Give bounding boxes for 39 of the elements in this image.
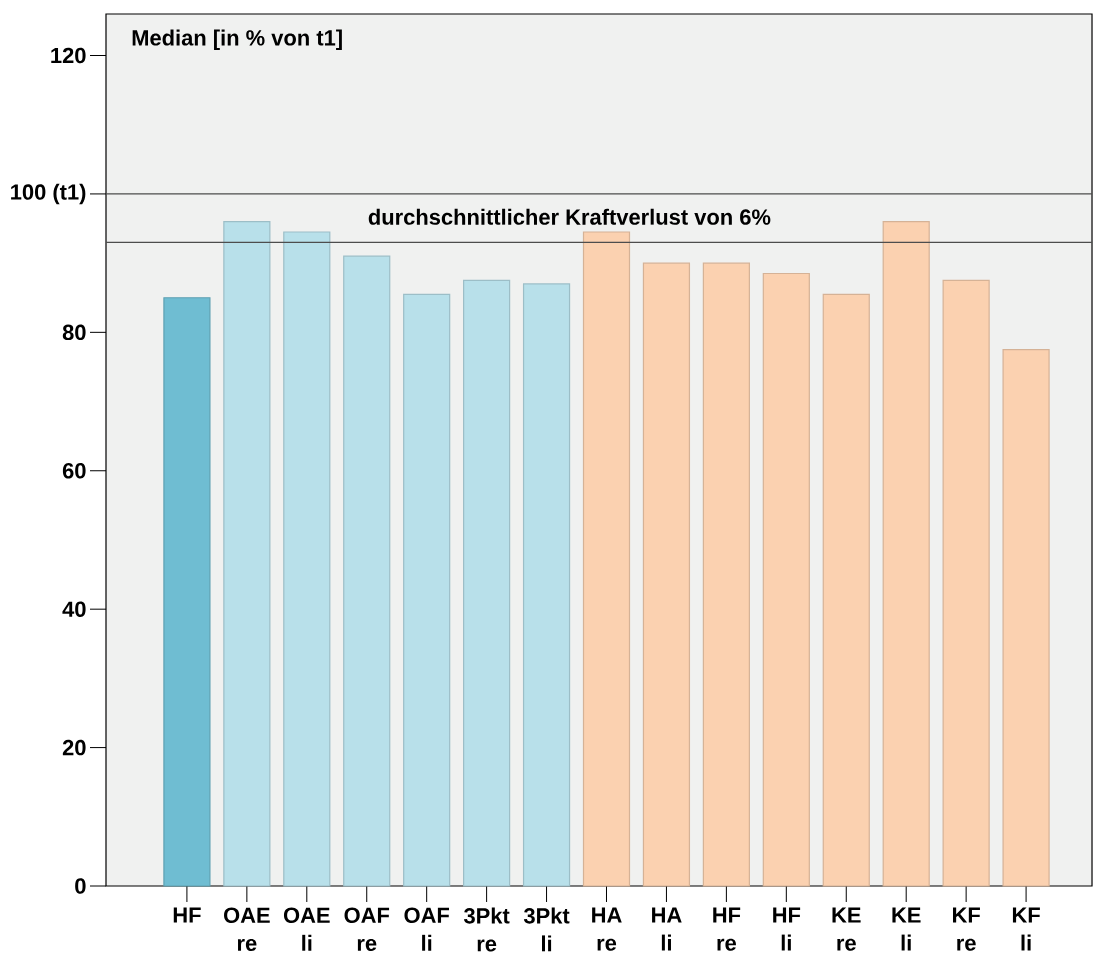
x-tick-label: HF li <box>773 907 801 951</box>
y-tick-label: 40 <box>62 601 86 617</box>
ref-line-label: durchschnittlicher Kraftverlust von 6% <box>368 208 771 225</box>
x-tick-label: HF re <box>713 907 741 951</box>
bar <box>223 221 271 887</box>
bar <box>942 279 990 887</box>
y-tick-label: 80 <box>62 324 86 341</box>
y-tick-label: 120 <box>51 47 86 64</box>
y-tick-label: 20 <box>62 739 86 756</box>
y-axis-title: Median [in % von t1] <box>132 29 342 50</box>
x-tick-label: HA li <box>652 907 682 951</box>
bar <box>163 297 211 887</box>
bar <box>582 231 631 887</box>
bar <box>702 262 750 887</box>
bar <box>343 255 391 887</box>
bar <box>283 231 331 887</box>
bar <box>762 272 810 887</box>
bar <box>463 279 511 887</box>
y-tick-label: 100 (t1) <box>11 183 86 205</box>
x-tick-label: OAE re <box>224 907 270 951</box>
bar <box>882 221 930 887</box>
x-tick-label: HA re <box>592 907 622 951</box>
x-tick-label: KF re <box>953 907 980 951</box>
bar <box>642 262 691 887</box>
x-tick-label: 3Pkt re <box>463 907 510 952</box>
x-tick-label: KF li <box>1012 907 1040 951</box>
x-tick-label: OAF re <box>344 907 390 951</box>
bar <box>822 293 870 887</box>
bar <box>522 283 571 887</box>
y-tick-label: 60 <box>62 462 86 479</box>
x-tick-label: OAE li <box>283 907 330 951</box>
x-tick-label: HF <box>173 907 201 923</box>
x-tick-label: 3Pkt li <box>523 907 570 952</box>
bar <box>403 293 451 887</box>
x-tick-label: OAF li <box>404 907 450 951</box>
y-tick-label: 0 <box>75 878 86 894</box>
x-tick-label: KE re <box>832 907 861 951</box>
x-tick-label: KE li <box>892 907 921 951</box>
bar <box>1002 349 1050 887</box>
